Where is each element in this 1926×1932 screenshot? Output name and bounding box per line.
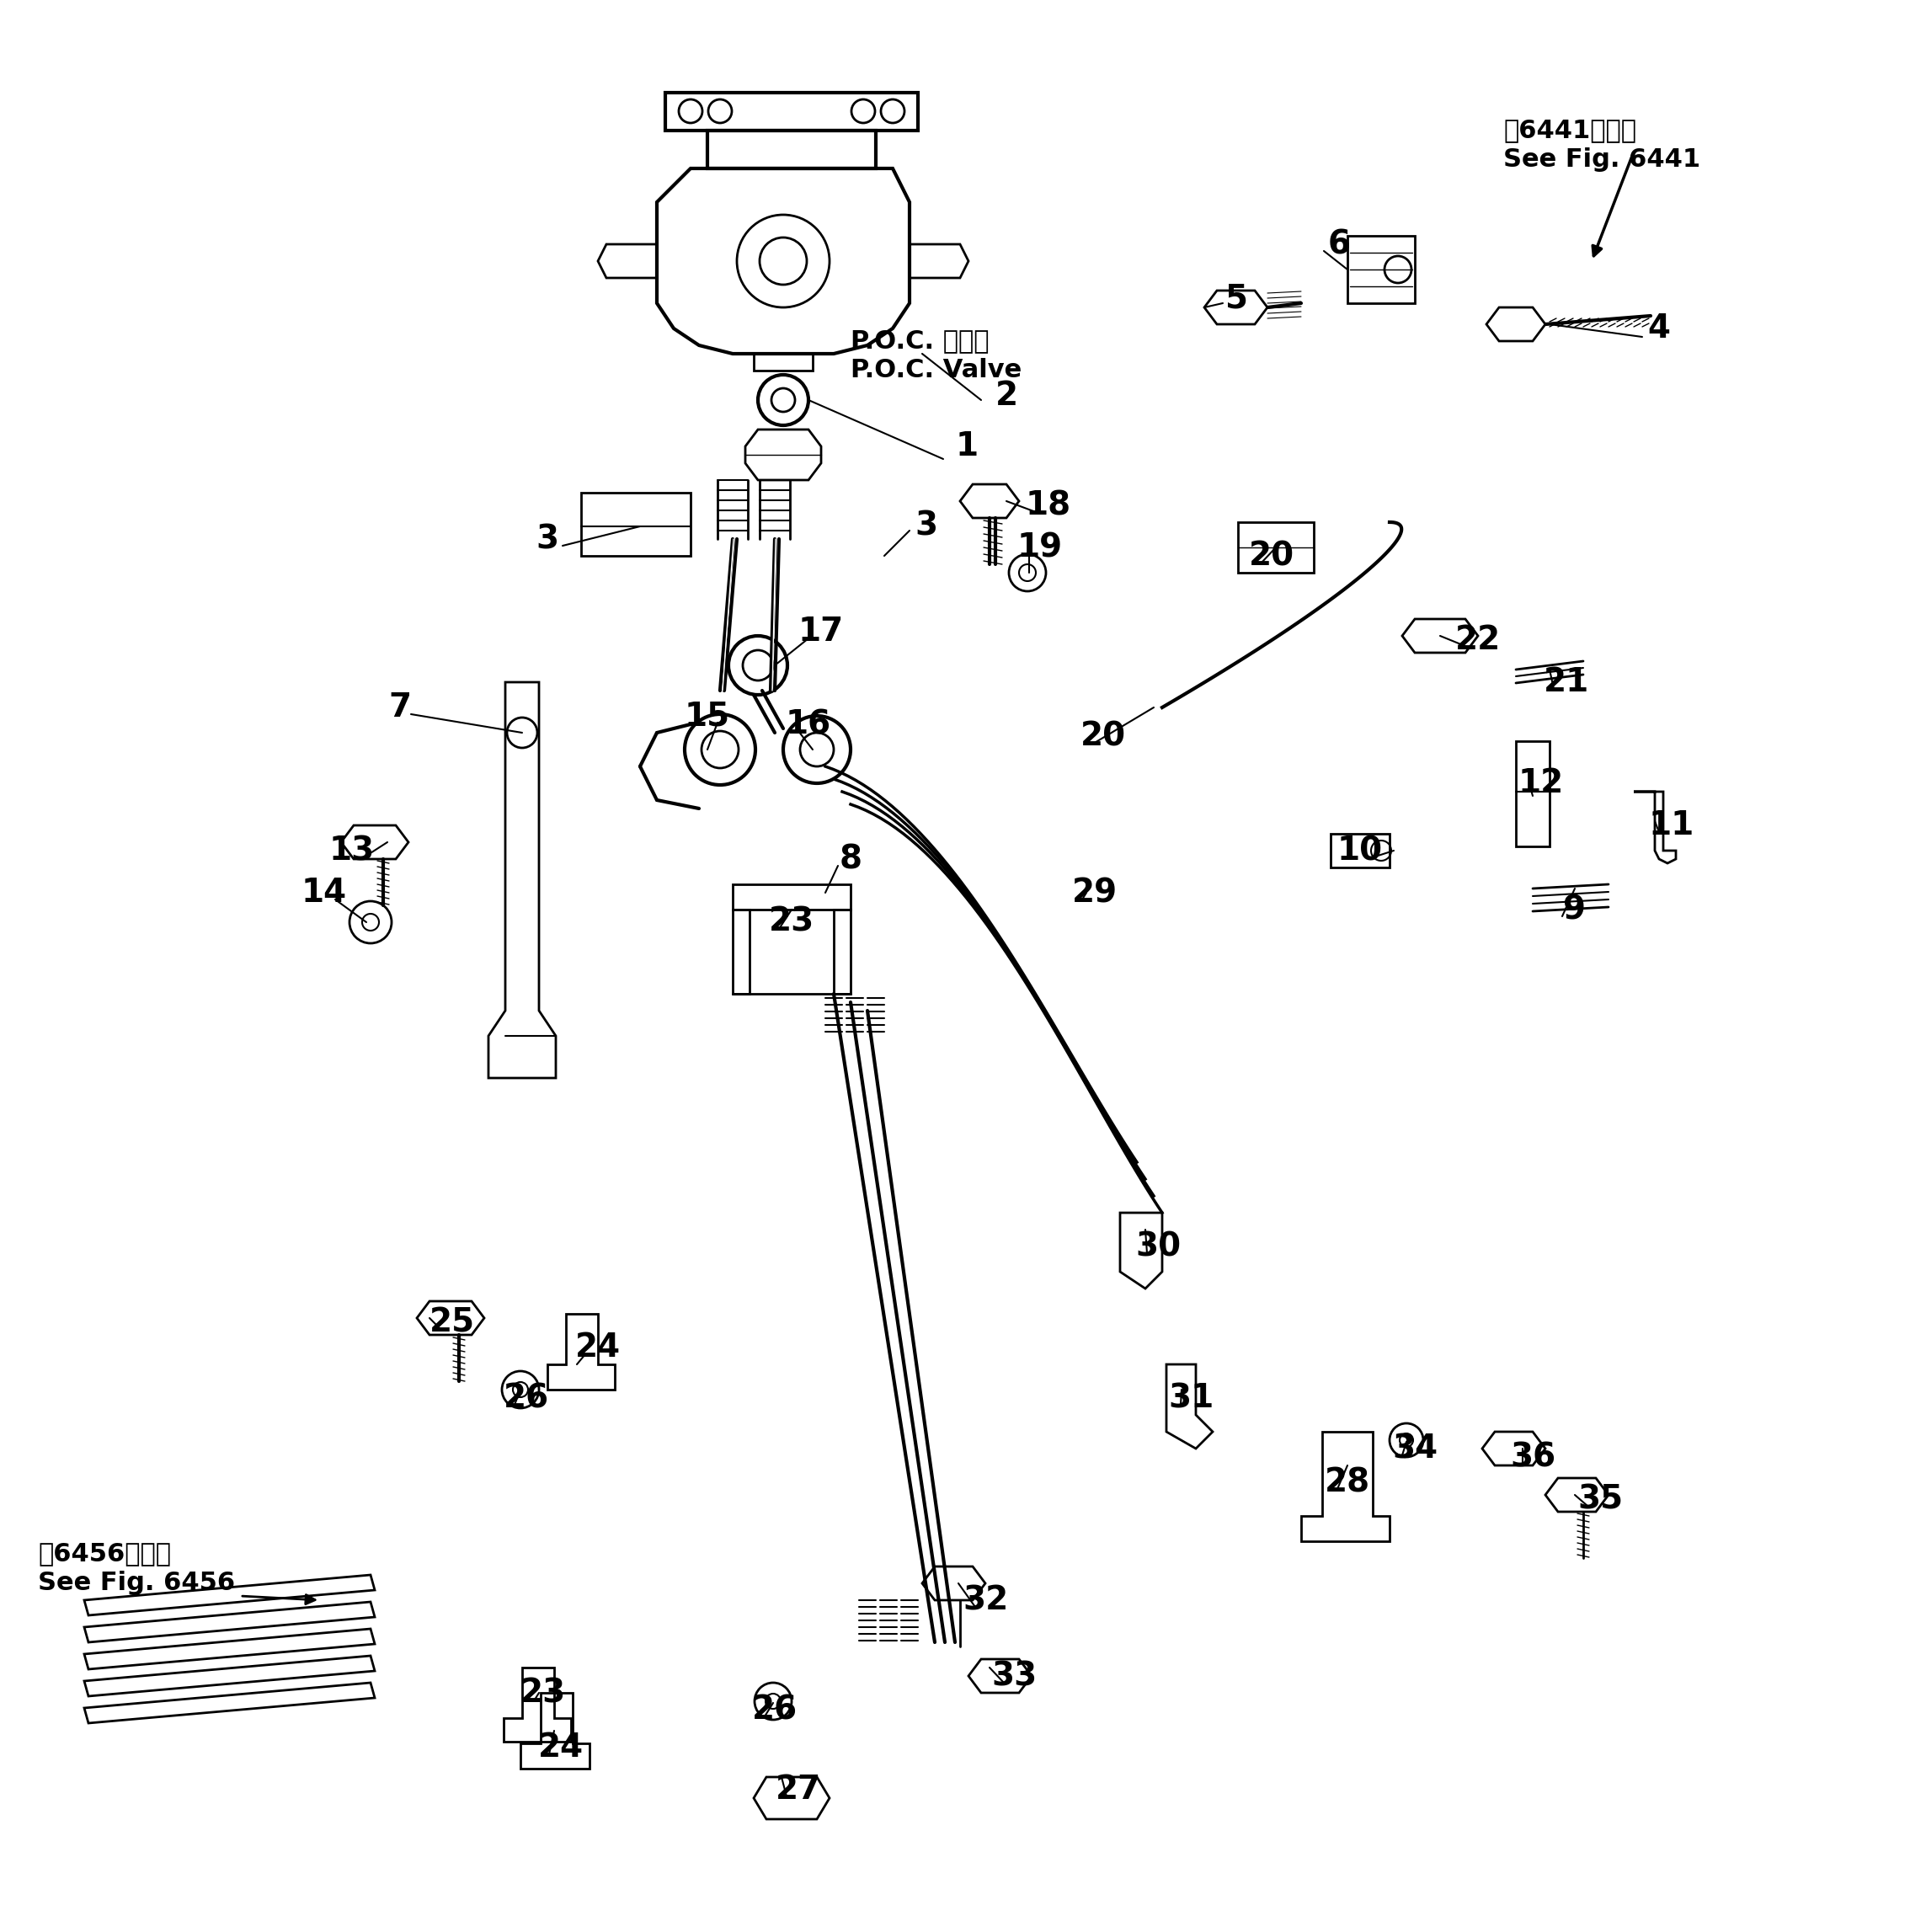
Text: 26: 26 bbox=[503, 1381, 549, 1414]
Text: 6: 6 bbox=[1327, 228, 1350, 261]
Text: 22: 22 bbox=[1456, 624, 1500, 657]
Text: 14: 14 bbox=[302, 877, 347, 908]
Text: See Fig. 6456: See Fig. 6456 bbox=[39, 1571, 235, 1596]
Text: P.O.C. Valve: P.O.C. Valve bbox=[851, 357, 1021, 383]
Text: 15: 15 bbox=[684, 699, 730, 732]
Text: 23: 23 bbox=[520, 1677, 566, 1708]
Text: 23: 23 bbox=[768, 906, 815, 939]
Text: 19: 19 bbox=[1017, 531, 1063, 564]
Text: 24: 24 bbox=[576, 1331, 620, 1364]
Text: 4: 4 bbox=[1647, 313, 1670, 344]
Text: 30: 30 bbox=[1134, 1231, 1181, 1262]
Text: 35: 35 bbox=[1577, 1484, 1624, 1515]
Text: 第6456図参照: 第6456図参照 bbox=[39, 1542, 171, 1565]
Text: 27: 27 bbox=[776, 1774, 820, 1806]
Text: 3: 3 bbox=[915, 510, 938, 543]
Text: 7: 7 bbox=[389, 692, 412, 723]
Text: 第6441図参照: 第6441図参照 bbox=[1502, 118, 1637, 143]
Text: 1: 1 bbox=[955, 431, 978, 462]
Text: 32: 32 bbox=[963, 1584, 1007, 1617]
Text: 36: 36 bbox=[1510, 1441, 1556, 1472]
Text: 28: 28 bbox=[1325, 1466, 1369, 1499]
Text: 21: 21 bbox=[1543, 667, 1589, 697]
Text: 33: 33 bbox=[992, 1660, 1038, 1692]
Text: 5: 5 bbox=[1225, 282, 1248, 315]
Text: 26: 26 bbox=[751, 1694, 797, 1725]
Text: 3: 3 bbox=[535, 524, 559, 554]
Text: 29: 29 bbox=[1073, 877, 1117, 908]
Text: 12: 12 bbox=[1518, 767, 1564, 800]
Text: 31: 31 bbox=[1169, 1381, 1215, 1414]
Text: 24: 24 bbox=[537, 1731, 584, 1764]
Text: 11: 11 bbox=[1649, 810, 1695, 840]
Text: 20: 20 bbox=[1248, 539, 1294, 572]
Text: 8: 8 bbox=[840, 842, 863, 875]
Text: 17: 17 bbox=[797, 616, 844, 647]
Text: See Fig. 6441: See Fig. 6441 bbox=[1502, 147, 1701, 172]
Text: 25: 25 bbox=[429, 1306, 476, 1339]
Text: 18: 18 bbox=[1027, 489, 1071, 522]
Text: P.O.C. バルブ: P.O.C. バルブ bbox=[851, 328, 990, 354]
Text: 16: 16 bbox=[786, 709, 832, 740]
Text: 34: 34 bbox=[1392, 1432, 1437, 1464]
Text: 13: 13 bbox=[329, 835, 376, 867]
Text: 20: 20 bbox=[1080, 721, 1127, 753]
Text: 9: 9 bbox=[1564, 895, 1587, 925]
Text: 2: 2 bbox=[996, 381, 1017, 412]
Text: 10: 10 bbox=[1337, 835, 1383, 867]
